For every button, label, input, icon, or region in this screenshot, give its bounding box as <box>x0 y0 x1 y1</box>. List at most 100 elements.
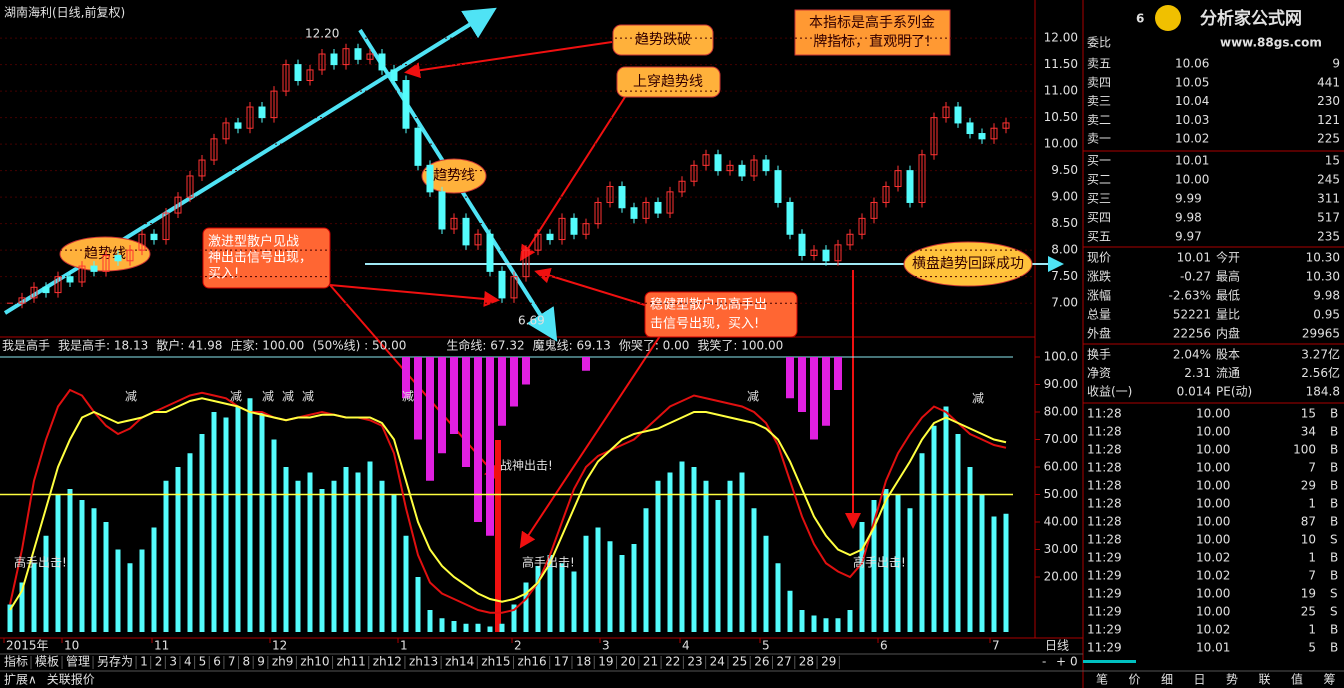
candle <box>1002 122 1010 129</box>
toolbar-tab[interactable]: 28 <box>799 655 814 669</box>
legend-item: 庄家: 100.00 <box>230 338 304 353</box>
footer-item[interactable]: 扩展∧ <box>4 673 37 687</box>
candle <box>78 265 86 283</box>
retail-bar <box>522 357 530 385</box>
candle <box>882 186 890 203</box>
toolbar-tab[interactable]: 9 <box>257 655 265 669</box>
histogram-bar <box>499 623 505 632</box>
toolbar-tab[interactable]: 17 <box>554 655 569 669</box>
candle <box>198 159 206 177</box>
toolbar-tab[interactable]: 7 <box>228 655 236 669</box>
trade-time: 11:29 <box>1087 605 1122 619</box>
toolbar-tab[interactable]: zh13 <box>409 655 438 669</box>
signal-label: 减 <box>302 390 314 404</box>
signal-bar <box>495 440 501 632</box>
trade-side: S <box>1330 587 1338 601</box>
histogram-bar <box>451 621 457 632</box>
toolbar-tab[interactable]: zh10 <box>300 655 329 669</box>
y-tick-label: 11.50 <box>1044 57 1078 71</box>
toolbar-tab[interactable]: 另存为 <box>97 655 133 669</box>
panel-tab[interactable]: 笔 <box>1096 672 1108 687</box>
trade-price: 10.00 <box>1196 407 1230 421</box>
histogram-bar <box>559 563 565 632</box>
toolbar-tab[interactable]: zh9 <box>272 655 294 669</box>
panel-tab[interactable]: 筹 <box>1323 673 1335 687</box>
toolbar-tab[interactable]: 6 <box>213 655 221 669</box>
stat-value: 9.98 <box>1313 289 1340 303</box>
panel-tab[interactable]: 价 <box>1128 673 1140 687</box>
toolbar-tab[interactable]: 3 <box>169 655 177 669</box>
candle <box>870 201 878 219</box>
toolbar-tab[interactable]: 24 <box>710 655 725 669</box>
retail-bar <box>810 357 818 440</box>
candle <box>150 233 158 241</box>
toolbar-tab[interactable]: zh11 <box>337 655 366 669</box>
book-price: 9.98 <box>1175 211 1202 225</box>
panel-tab[interactable]: 势 <box>1226 673 1238 687</box>
candle <box>846 233 854 246</box>
trade-time: 11:28 <box>1087 407 1122 421</box>
footer-item[interactable]: 关联报价 <box>47 672 95 687</box>
zoom-control[interactable]: + <box>1056 655 1066 669</box>
y-tick-label: 10.50 <box>1044 110 1078 124</box>
toolbar-tab[interactable]: 27 <box>777 655 792 669</box>
toolbar-tab[interactable]: 22 <box>665 655 680 669</box>
histogram-bar <box>511 604 517 632</box>
toolbar-tab[interactable]: 2 <box>155 655 163 669</box>
stat-label: 外盘 <box>1087 326 1111 341</box>
toolbar-tab[interactable]: 1 <box>140 655 148 669</box>
toolbar-tab[interactable]: zh15 <box>481 655 510 669</box>
toolbar-tab[interactable]: 29 <box>821 655 836 669</box>
retail-bar <box>498 357 506 426</box>
indicator-line <box>9 397 1007 611</box>
toolbar-tab[interactable]: zh14 <box>445 655 474 669</box>
toolbar-tab[interactable]: 19 <box>598 655 613 669</box>
toolbar-tab[interactable]: 26 <box>754 655 769 669</box>
trade-time: 11:28 <box>1087 497 1122 511</box>
toolbar-tab[interactable]: 21 <box>643 655 658 669</box>
histogram-bar <box>103 522 109 632</box>
book-price: 10.02 <box>1175 132 1209 146</box>
toolbar-tab[interactable]: 20 <box>621 655 636 669</box>
book-price: 10.01 <box>1175 154 1209 168</box>
toolbar-tab[interactable]: 18 <box>576 655 591 669</box>
toolbar-tab[interactable]: 25 <box>732 655 747 669</box>
book-volume: 245 <box>1317 173 1340 187</box>
toolbar-tab[interactable]: zh12 <box>373 655 402 669</box>
y-tick-label: 20.00 <box>1044 570 1078 584</box>
toolbar-tab[interactable]: 指标 <box>4 654 28 669</box>
panel-tab[interactable]: 细 <box>1161 673 1173 687</box>
histogram-bar <box>403 535 409 632</box>
toolbar-tab[interactable]: 5 <box>199 655 207 669</box>
toolbar-tab[interactable]: zh16 <box>518 655 547 669</box>
signal-label: 减 <box>972 392 984 406</box>
book-label: 买五 <box>1087 230 1111 244</box>
zoom-control[interactable]: 0 <box>1070 655 1078 669</box>
histogram-bar <box>391 494 397 632</box>
histogram-bar <box>283 467 289 632</box>
candle <box>762 159 770 172</box>
toolbar-tab[interactable]: 8 <box>243 655 251 669</box>
callout-text: 横盘趋势回踩成功 <box>912 255 1024 272</box>
histogram-bar <box>859 522 865 632</box>
panel-tab[interactable]: 日 <box>1193 673 1205 687</box>
trade-volume: 5 <box>1308 641 1316 655</box>
toolbar-tab[interactable]: 23 <box>687 655 702 669</box>
histogram-bar <box>7 604 13 632</box>
panel-tab[interactable]: 值 <box>1291 672 1303 687</box>
trade-time: 11:28 <box>1087 515 1122 529</box>
signal-label: 减 <box>125 390 137 404</box>
toolbar-tab[interactable]: 管理 <box>66 654 90 669</box>
stat-value: 184.8 <box>1306 385 1340 399</box>
candle <box>114 254 122 262</box>
y-tick-label: 8.50 <box>1051 216 1078 230</box>
panel-tab[interactable]: 联 <box>1258 673 1270 687</box>
toolbar-tab[interactable]: 模板 <box>35 655 59 669</box>
zoom-control[interactable]: - <box>1042 655 1046 669</box>
stat-label: 量比 <box>1216 308 1240 322</box>
signal-label: 高手出击! <box>14 555 67 570</box>
retail-bar <box>426 357 434 481</box>
y-tick-label: 12.00 <box>1044 31 1078 45</box>
toolbar-tab[interactable]: 4 <box>184 655 192 669</box>
